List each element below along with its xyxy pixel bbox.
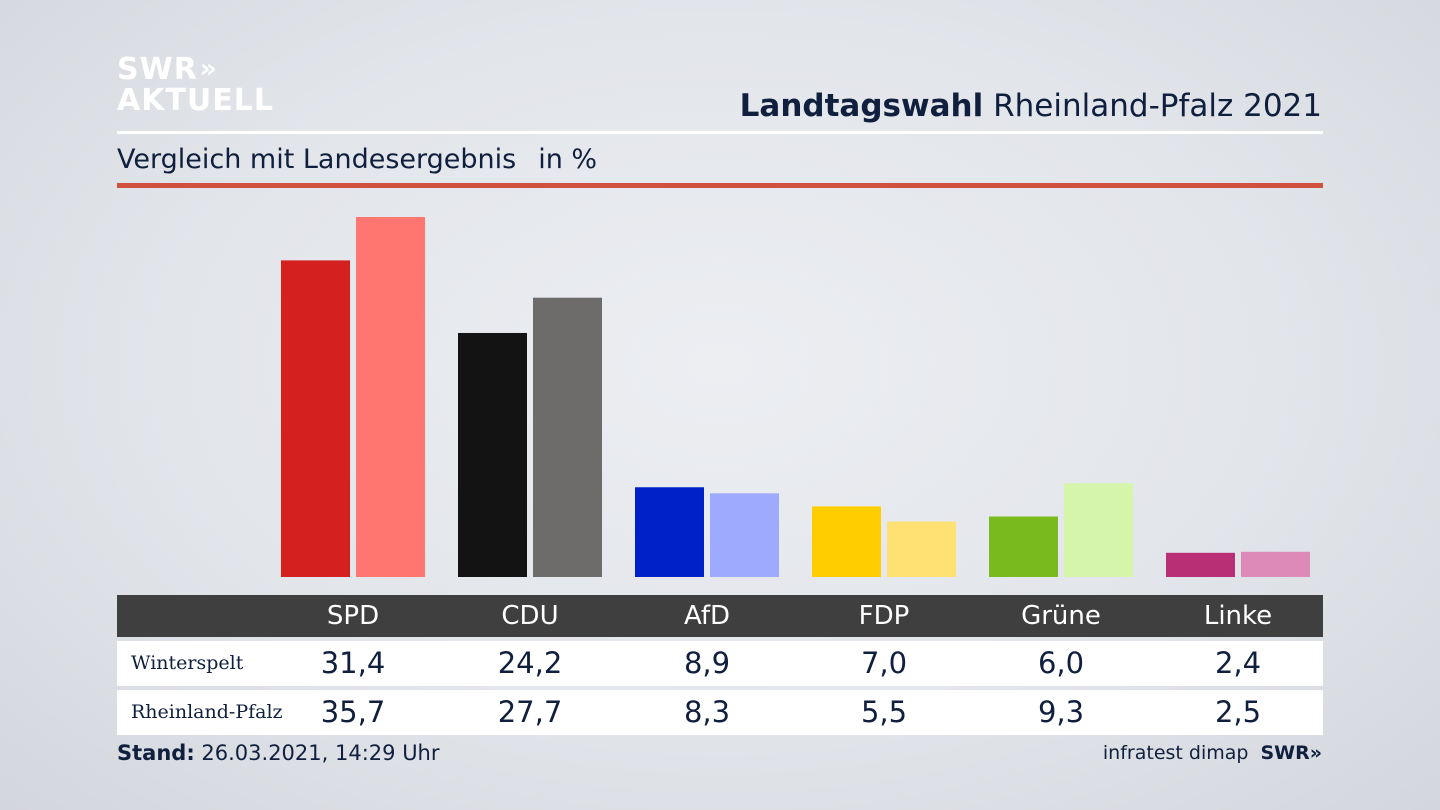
bar-fdp-winterspelt [812, 506, 881, 577]
header-divider [117, 131, 1323, 134]
row-label: Rheinland-Pfalz [131, 701, 283, 723]
table-cell: 2,4 [1214, 646, 1262, 680]
column-header-spd: SPD [326, 601, 380, 631]
table-header: SPD CDU AfD FDP Grüne Linke [117, 595, 1323, 637]
title-rest: Rheinland-Pfalz 2021 [993, 88, 1322, 124]
table-cell: 2,5 [1214, 695, 1262, 729]
logo-line1: SWR [117, 52, 198, 87]
bar-gr-ne-rheinland-pfalz [1064, 483, 1133, 577]
table-cell: 5,5 [860, 695, 908, 729]
bar-spd-rheinland-pfalz [356, 217, 425, 577]
unit-label: in % [538, 144, 598, 175]
source-label: infratest dimap [1102, 742, 1249, 764]
page-title: Landtagswahl Rheinland-Pfalz 2021 [740, 88, 1322, 124]
table-cell: 6,0 [1037, 646, 1085, 680]
bar-linke-rheinland-pfalz [1241, 551, 1310, 577]
accent-divider [117, 183, 1323, 188]
swr-brand-logo: SWR» [1260, 742, 1322, 764]
table-cell: 35,7 [320, 695, 386, 729]
table-cell: 7,0 [860, 646, 908, 680]
column-header-fdp: FDP [858, 601, 910, 631]
table-cell: 8,9 [683, 646, 731, 680]
logo-line2: AKTUELL [117, 83, 275, 118]
bar-afd-winterspelt [635, 487, 704, 577]
chart-subtitle: Vergleich mit Landesergebnis in % [117, 144, 597, 175]
results-table: SPD CDU AfD FDP Grüne Linke Winterspelt 31,4 24… [117, 595, 1323, 735]
source-credit: infratest dimap SWR» [1103, 742, 1322, 764]
table-row: Winterspelt 31,4 24,2 8,9 7,0 6,0 2,4 [117, 641, 1323, 686]
stand-label: Stand: [117, 741, 195, 765]
row-label: Winterspelt [131, 652, 244, 674]
bar-linke-winterspelt [1166, 552, 1235, 577]
column-header-cdu: CDU [501, 601, 559, 631]
table-cell: 31,4 [320, 646, 386, 680]
swr-aktuell-logo: SWR» AKTUELL [117, 54, 274, 116]
table-cell: 24,2 [497, 646, 563, 680]
title-bold: Landtagswahl [739, 88, 984, 124]
table-body: Winterspelt 31,4 24,2 8,9 7,0 6,0 2,4 Rheinland… [117, 641, 1323, 735]
table-cell: 8,3 [683, 695, 731, 729]
column-header-afd: AfD [683, 601, 731, 631]
bar-spd-winterspelt [281, 260, 350, 577]
bar-cdu-rheinland-pfalz [533, 297, 602, 577]
bar-fdp-rheinland-pfalz [887, 521, 956, 577]
bar-cdu-winterspelt [458, 332, 527, 577]
stand-value: 26.03.2021, 14:29 Uhr [201, 741, 440, 765]
bar-gr-ne-winterspelt [989, 516, 1058, 577]
bar-afd-rheinland-pfalz [710, 493, 779, 577]
column-header-gr-ne: Grüne [1021, 601, 1101, 631]
subtitle-text: Vergleich mit Landesergebnis [117, 144, 517, 175]
timestamp: Stand: 26.03.2021, 14:29 Uhr [117, 741, 440, 765]
table-cell: 9,3 [1037, 695, 1085, 729]
table-cell: 27,7 [497, 695, 563, 729]
column-header-linke: Linke [1203, 601, 1273, 631]
table-row: Rheinland-Pfalz 35,7 27,7 8,3 5,5 9,3 2,5 [117, 690, 1323, 735]
